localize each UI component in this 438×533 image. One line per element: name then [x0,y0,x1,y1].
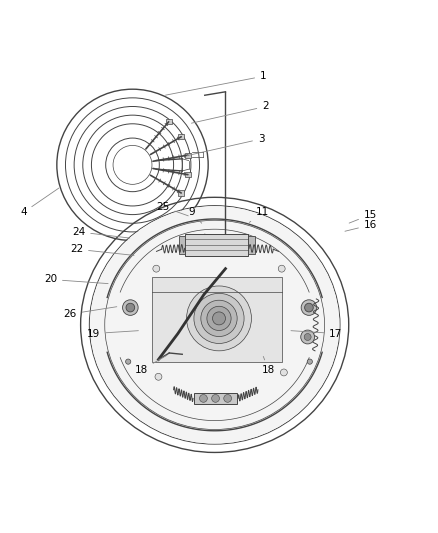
Text: 16: 16 [345,220,377,231]
Circle shape [212,312,226,325]
Circle shape [301,300,317,316]
Text: 2: 2 [191,101,269,123]
Circle shape [153,265,160,272]
Text: 1: 1 [166,71,267,95]
Circle shape [212,394,219,402]
Circle shape [307,359,312,364]
Text: 19: 19 [87,328,138,338]
Text: 9: 9 [189,207,202,223]
Text: 25: 25 [156,202,188,216]
Circle shape [126,359,131,364]
Text: 3: 3 [187,134,265,156]
Circle shape [280,369,287,376]
Text: 18: 18 [262,357,276,375]
Text: 15: 15 [349,209,377,223]
Circle shape [207,306,231,330]
FancyBboxPatch shape [248,236,255,254]
Circle shape [155,373,162,380]
Text: 22: 22 [70,244,134,255]
Text: 18: 18 [134,356,167,375]
Circle shape [187,286,251,351]
Circle shape [201,300,237,336]
FancyBboxPatch shape [185,172,191,177]
Text: 4: 4 [20,188,59,217]
FancyBboxPatch shape [179,236,185,254]
Circle shape [200,394,207,402]
Text: 26: 26 [64,306,117,319]
Text: 11: 11 [249,207,269,222]
Circle shape [304,303,313,312]
Circle shape [278,265,285,272]
FancyBboxPatch shape [178,190,184,196]
FancyBboxPatch shape [185,152,191,158]
Circle shape [194,293,244,343]
FancyBboxPatch shape [166,119,172,124]
Text: 17: 17 [291,328,343,338]
Circle shape [123,300,138,316]
FancyBboxPatch shape [194,393,237,404]
FancyBboxPatch shape [185,233,248,256]
Circle shape [126,303,134,312]
Ellipse shape [90,206,339,443]
Text: 20: 20 [44,274,108,285]
FancyBboxPatch shape [152,277,282,361]
FancyBboxPatch shape [178,134,184,139]
Circle shape [224,394,232,402]
Text: 24: 24 [72,227,130,238]
Circle shape [304,334,311,341]
Circle shape [301,330,314,344]
